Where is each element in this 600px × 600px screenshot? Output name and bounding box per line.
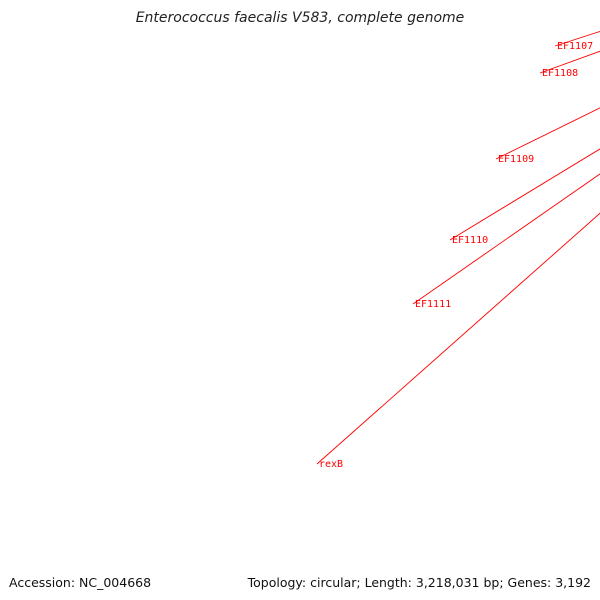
gene-label: EF1111 [415, 299, 451, 310]
gene-label: rexB [319, 459, 343, 470]
gene-leader-line [316, 212, 600, 465]
accession-text: Accession: NC_004668 [9, 575, 151, 590]
gene-leader-line [449, 148, 600, 241]
footer-backdrop [0, 571, 600, 600]
gene-leader-line [412, 173, 600, 305]
gene-leader-line [539, 50, 600, 74]
gene-leader-line [554, 30, 600, 47]
gene-label: EF1108 [542, 68, 578, 79]
genome-summary-text: Topology: circular; Length: 3,218,031 bp… [247, 575, 591, 590]
gene-labels: EF1107 EF1108 EF1109 EF1110 EF1111 rexB [316, 30, 600, 470]
gene-leader-line [495, 107, 600, 160]
gene-label: EF1110 [452, 235, 488, 246]
map-title: Enterococcus faecalis V583, complete gen… [136, 10, 465, 26]
gene-label: EF1107 [557, 41, 593, 52]
title-backdrop [138, 3, 463, 29]
gene-label: EF1109 [498, 154, 534, 165]
